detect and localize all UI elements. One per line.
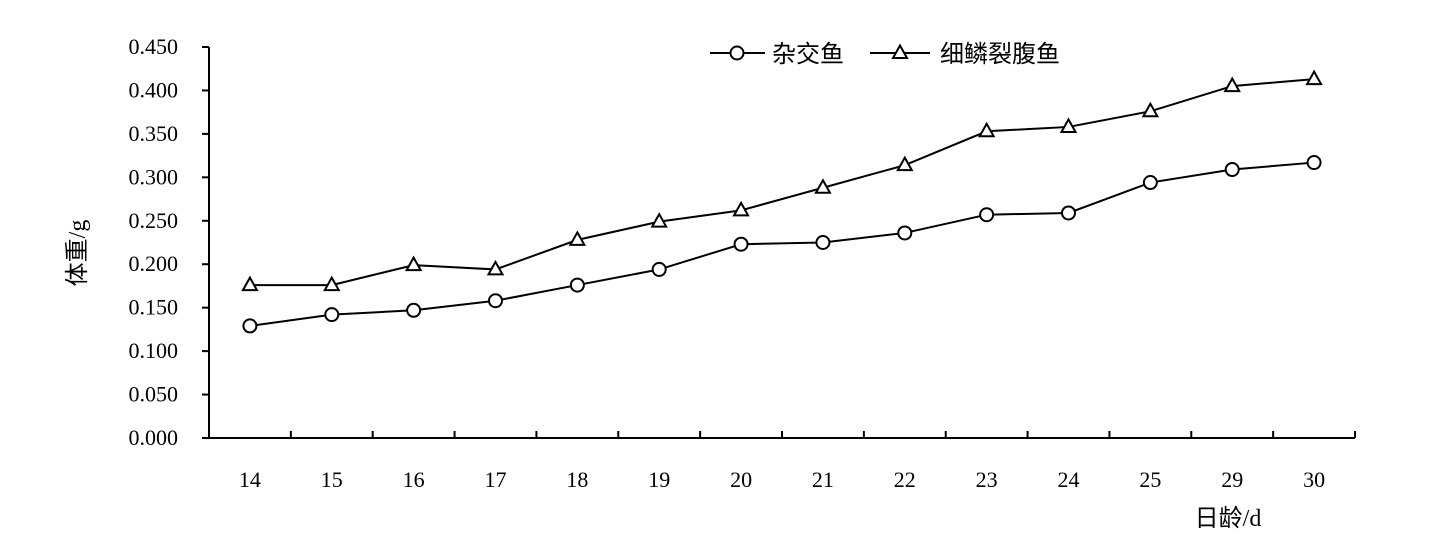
y-tick-label: 0.000 bbox=[129, 425, 179, 450]
x-tick-label: 29 bbox=[1221, 467, 1243, 492]
data-point-triangle bbox=[896, 155, 914, 172]
data-point-triangle bbox=[404, 255, 423, 272]
x-tick-label: 20 bbox=[730, 467, 752, 492]
x-tick-label: 14 bbox=[239, 467, 261, 492]
data-point-triangle bbox=[241, 275, 259, 292]
legend-marker-circle bbox=[729, 45, 745, 61]
x-tick-label: 23 bbox=[976, 467, 998, 492]
data-point-circle bbox=[815, 235, 831, 250]
series-line bbox=[249, 78, 1315, 287]
x-axis-title: 日龄/d bbox=[1195, 505, 1262, 532]
data-point-circle bbox=[242, 318, 258, 334]
data-point-circle bbox=[1224, 162, 1240, 178]
y-axis-title: 体重/g bbox=[64, 220, 91, 287]
legend-label-hybrid: 杂交鱼 bbox=[772, 41, 844, 68]
data-point-circle bbox=[406, 302, 422, 318]
y-tick-label: 0.100 bbox=[129, 338, 179, 363]
x-tick-label: 30 bbox=[1303, 467, 1325, 492]
data-point-triangle bbox=[814, 178, 832, 194]
data-point-circle bbox=[569, 277, 585, 293]
data-point-triangle bbox=[486, 259, 505, 276]
data-point-triangle bbox=[1059, 117, 1078, 133]
data-point-circle bbox=[897, 225, 913, 241]
y-tick-label: 0.400 bbox=[129, 77, 179, 102]
x-tick-label: 24 bbox=[1058, 467, 1080, 492]
legend-marker-triangle bbox=[891, 43, 909, 59]
x-tick-label: 17 bbox=[485, 467, 507, 492]
data-point-triangle bbox=[732, 200, 750, 217]
data-point-triangle bbox=[323, 275, 341, 292]
data-point-circle bbox=[1061, 205, 1076, 221]
x-tick-label: 15 bbox=[321, 467, 343, 492]
x-tick-label: 19 bbox=[648, 467, 670, 492]
x-tick-label: 16 bbox=[403, 467, 425, 492]
data-point-triangle bbox=[568, 230, 587, 246]
series-line bbox=[249, 161, 1315, 327]
data-point-circle bbox=[651, 261, 667, 277]
data-point-circle bbox=[488, 293, 503, 309]
y-tick-label: 0.050 bbox=[129, 382, 179, 407]
x-tick-label: 21 bbox=[812, 467, 834, 492]
y-tick-label: 0.200 bbox=[129, 251, 179, 276]
data-point-triangle bbox=[977, 121, 996, 138]
y-tick-label: 0.300 bbox=[129, 164, 179, 189]
y-tick-label: 0.350 bbox=[129, 121, 179, 146]
x-tick-label: 22 bbox=[894, 467, 916, 492]
data-point-triangle bbox=[1141, 101, 1160, 118]
y-tick-label: 0.250 bbox=[129, 208, 179, 233]
data-point-triangle bbox=[1305, 69, 1323, 86]
plot-area: 0.000 0.050 0.100 0.150 0.200 0.250 0.300 0.350… bbox=[129, 34, 1356, 492]
data-point-triangle bbox=[650, 212, 668, 228]
y-tick-label: 0.450 bbox=[129, 34, 179, 59]
data-point-circle bbox=[733, 236, 749, 252]
x-tick-label: 25 bbox=[1139, 467, 1161, 492]
x-tick-label: 18 bbox=[566, 467, 588, 492]
data-point-circle bbox=[979, 207, 995, 223]
legend: 杂交鱼 细鳞裂腹鱼 bbox=[710, 41, 1060, 68]
data-point-triangle bbox=[1223, 76, 1241, 93]
legend-label-schizothorax: 细鳞裂腹鱼 bbox=[940, 41, 1060, 68]
data-point-circle bbox=[1142, 175, 1158, 191]
y-tick-label: 0.150 bbox=[129, 295, 179, 320]
data-point-circle bbox=[324, 307, 340, 323]
data-point-circle bbox=[1306, 155, 1322, 171]
